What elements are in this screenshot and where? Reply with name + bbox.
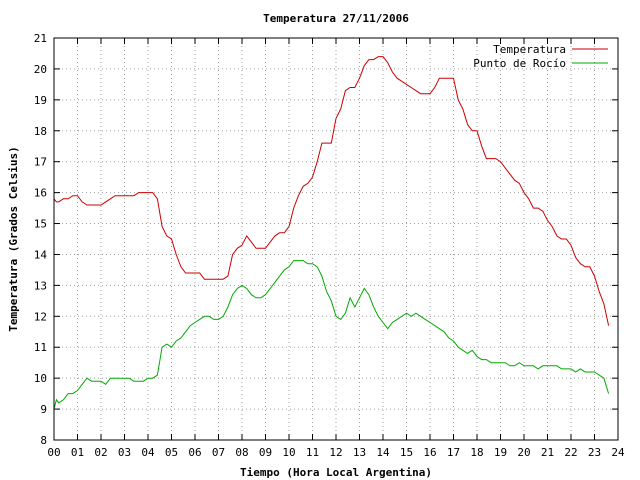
y-tick-label: 20 — [34, 63, 47, 76]
y-tick-label: 16 — [34, 187, 47, 200]
x-tick-label: 22 — [564, 446, 577, 459]
y-tick-label: 18 — [34, 125, 47, 138]
x-tick-label: 05 — [165, 446, 178, 459]
x-tick-label: 09 — [259, 446, 272, 459]
series-layer — [53, 56, 610, 410]
y-tick-label: 11 — [34, 341, 47, 354]
x-tick-label: 20 — [517, 446, 530, 459]
y-tick-label: 15 — [34, 218, 47, 231]
y-tick-label: 17 — [34, 156, 47, 169]
chart-title: Temperatura 27/11/2006 — [263, 12, 409, 25]
y-tick-label: 21 — [34, 32, 47, 45]
x-axis-label: Tiempo (Hora Local Argentina) — [240, 466, 432, 479]
x-tick-label: 06 — [188, 446, 201, 459]
x-tick-label: 17 — [447, 446, 460, 459]
x-tick-label: 02 — [94, 446, 107, 459]
x-tick-label: 14 — [376, 446, 390, 459]
legend-label-temperatura: Temperatura — [493, 43, 566, 56]
y-tick-label: 10 — [34, 372, 47, 385]
x-tick-label: 21 — [541, 446, 554, 459]
x-tick-label: 04 — [141, 446, 155, 459]
legend-label-punto-de-rocio: Punto de Rocío — [473, 57, 566, 70]
y-tick-label: 9 — [40, 403, 47, 416]
x-tick-label: 16 — [423, 446, 436, 459]
axis-ticks: 00 01 02 03 04 05 06 07 08 09 10 11 12 13 14 15 16 17 18 19… — [34, 32, 625, 459]
x-tick-label: 24 — [611, 446, 625, 459]
grid — [54, 38, 618, 440]
x-tick-label: 11 — [306, 446, 319, 459]
x-tick-label: 03 — [118, 446, 131, 459]
y-tick-label: 12 — [34, 310, 47, 323]
x-tick-label: 12 — [329, 446, 342, 459]
x-tick-label: 15 — [400, 446, 413, 459]
series-line-temperatura — [53, 56, 610, 326]
x-tick-label: 19 — [494, 446, 507, 459]
x-tick-label: 13 — [353, 446, 366, 459]
y-axis-label: Temperatura (Grados Celsius) — [7, 146, 20, 331]
x-tick-label: 10 — [282, 446, 295, 459]
series-line-punto-de-rocio — [53, 260, 610, 410]
y-tick-label: 8 — [40, 434, 47, 447]
x-tick-label: 01 — [71, 446, 84, 459]
x-tick-label: 23 — [588, 446, 601, 459]
y-tick-label: 14 — [34, 248, 48, 261]
y-tick-label: 13 — [34, 279, 47, 292]
y-tick-label: 19 — [34, 94, 47, 107]
x-tick-label: 07 — [212, 446, 225, 459]
x-tick-label: 18 — [470, 446, 483, 459]
x-tick-label: 08 — [235, 446, 248, 459]
x-tick-label: 00 — [47, 446, 60, 459]
